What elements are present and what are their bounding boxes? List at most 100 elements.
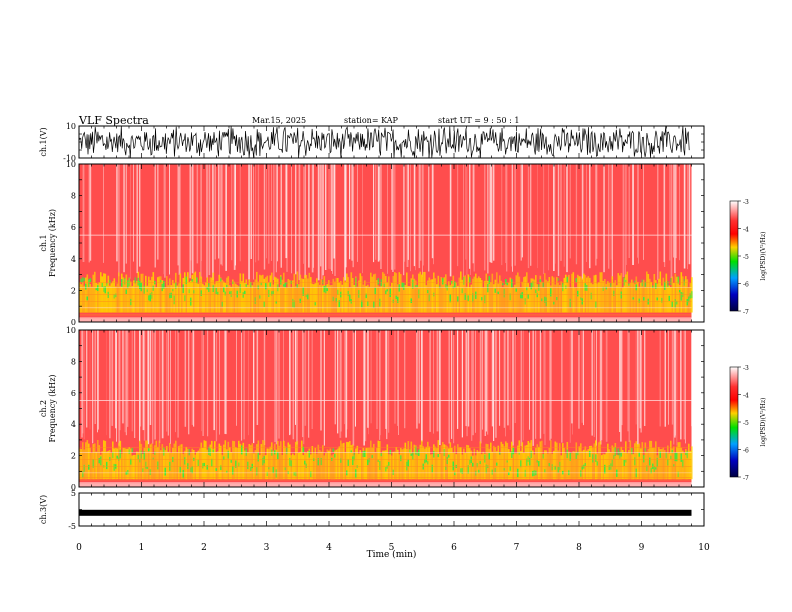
spectrogram-ch1-band bbox=[686, 279, 689, 313]
spectrogram-ch2-band-green bbox=[650, 467, 653, 474]
spectrogram-ch2-band-green bbox=[446, 456, 449, 464]
spectrogram-ch2-band-green bbox=[512, 448, 515, 455]
spectrogram-ch1-band-green bbox=[428, 293, 431, 302]
spectrogram-ch2-streak bbox=[161, 330, 164, 439]
spectrogram-ch1-band-green bbox=[208, 283, 210, 292]
y-tick-label: 10 bbox=[66, 122, 76, 131]
spectrogram-ch2-band bbox=[371, 447, 374, 480]
spectrogram-ch1-streak bbox=[466, 164, 468, 275]
spectrogram-ch2-band bbox=[412, 455, 414, 480]
spectrogram-ch2-band-green bbox=[295, 471, 297, 477]
spectrogram-ch1-band-green bbox=[377, 278, 380, 285]
spectrogram-ch2-band bbox=[308, 448, 311, 480]
spectrogram-ch1-band bbox=[293, 273, 296, 313]
spectrogram-ch2-streak bbox=[159, 330, 161, 443]
spectrogram-ch1-band bbox=[652, 287, 654, 313]
spectrogram-ch1-streak bbox=[200, 164, 202, 279]
spectrogram-ch2-band bbox=[253, 453, 255, 480]
spectrogram-ch1-band-green bbox=[401, 282, 404, 288]
spectrogram-ch2-band bbox=[200, 442, 203, 480]
spectrogram-ch1-band bbox=[613, 282, 615, 313]
spectrogram-ch2-band bbox=[578, 446, 581, 480]
spectrogram-ch1-band bbox=[647, 274, 650, 313]
spectrogram-ch1-band bbox=[617, 273, 620, 313]
spectrogram-ch2-band bbox=[236, 448, 239, 480]
spectrogram-ch1-band-green bbox=[395, 295, 398, 299]
spectrogram-ch1-band-green bbox=[182, 284, 185, 294]
spectrogram-ch1-lowstrip bbox=[79, 318, 692, 322]
spectrogram-ch2-band bbox=[445, 445, 447, 480]
spectrogram-ch1-band bbox=[310, 277, 312, 313]
spectrogram-ch1-streak bbox=[273, 164, 275, 280]
spectrogram-ch1-band bbox=[460, 271, 462, 313]
spectrogram-ch2-streak bbox=[275, 330, 278, 445]
y-tick-label: 2 bbox=[71, 452, 76, 461]
spectrogram-ch2-band-green bbox=[686, 450, 689, 459]
spectrogram-ch1-band-green bbox=[367, 301, 369, 306]
spectrogram-ch1-band-green bbox=[398, 284, 401, 292]
spectrogram-ch2-band-green bbox=[377, 459, 380, 462]
spectrogram-ch1-band bbox=[322, 285, 324, 313]
spectrogram-ch2-band-green bbox=[389, 450, 392, 455]
spectrogram-ch1-streak bbox=[139, 164, 141, 267]
spectrogram-ch1-band bbox=[121, 273, 123, 313]
spectrogram-ch1-band bbox=[328, 280, 330, 313]
spectrogram-ch1-band bbox=[673, 283, 675, 313]
spectrogram-ch1-band bbox=[500, 280, 503, 313]
spectrogram-ch2-band-green bbox=[290, 460, 293, 468]
spectrogram-ch2-streak bbox=[236, 330, 237, 426]
spectrogram-ch1-band bbox=[272, 284, 275, 313]
spectrogram-ch1-band bbox=[560, 281, 563, 313]
spectrogram-ch2-band bbox=[379, 441, 381, 480]
spectrogram-ch1-streak bbox=[351, 164, 353, 261]
spectrogram-ch2-streak bbox=[550, 330, 552, 439]
spectrogram-ch1-panel: 0 2 4 6 8 10 ch.1 Frequency (kHz) bbox=[39, 160, 705, 327]
spectrogram-ch2-band bbox=[392, 451, 395, 480]
spectrogram-ch1-band bbox=[95, 283, 98, 313]
spectrogram-ch1-band bbox=[454, 287, 456, 313]
spectrogram-ch2-streak bbox=[529, 330, 530, 430]
spectrogram-ch1-band bbox=[128, 277, 131, 313]
spectrogram-ch2-streak bbox=[520, 330, 523, 447]
spectrogram-ch2-streak bbox=[111, 330, 114, 426]
spectrogram-ch2-streak bbox=[448, 330, 450, 444]
spectrogram-ch1-band bbox=[604, 279, 606, 313]
spectrogram-ch2-streak bbox=[572, 330, 573, 435]
spectrogram-ch1-band-green bbox=[103, 286, 105, 292]
spectrogram-ch1-streak bbox=[352, 164, 354, 268]
spectrogram-ch1-streak bbox=[328, 164, 330, 269]
y-tick-label: 10 bbox=[66, 160, 76, 169]
spectrogram-ch2-streak bbox=[134, 330, 136, 438]
spectrogram-ch1-band-green bbox=[302, 287, 305, 296]
spectrogram-ch1-band bbox=[439, 286, 441, 313]
spectrogram-ch2-band-green bbox=[127, 470, 129, 475]
spectrogram-ch2-band bbox=[482, 451, 485, 480]
spectrogram-ch2-streak bbox=[370, 330, 372, 424]
spectrogram-ch2-band bbox=[136, 451, 138, 480]
spectrogram-ch2-band bbox=[140, 443, 143, 480]
spectrogram-ch2-streak bbox=[659, 330, 661, 427]
spectrogram-ch1-band bbox=[431, 279, 434, 313]
y-tick-label: -10 bbox=[63, 154, 76, 163]
spectrogram-ch1-streak bbox=[674, 164, 676, 274]
spectrogram-ch1-streak bbox=[557, 164, 560, 276]
spectrogram-ch1-streak bbox=[103, 164, 104, 263]
spectrogram-ch1-band-green bbox=[505, 279, 507, 284]
spectrogram-ch1-band-green bbox=[296, 284, 299, 288]
spectrogram-ch1-band bbox=[662, 277, 665, 313]
spectrogram-ch1-band-green bbox=[575, 278, 578, 283]
spectrogram-ch2-band bbox=[307, 451, 309, 480]
spectrogram-ch1-band bbox=[137, 271, 140, 313]
spectrogram-ch1-band bbox=[599, 272, 602, 313]
spectrogram-ch1-band bbox=[334, 281, 336, 313]
spectrogram-ch2-band-green bbox=[595, 454, 597, 462]
spectrogram-ch2-band-green bbox=[643, 454, 645, 463]
spectrogram-ch1-band bbox=[254, 279, 257, 313]
spectrogram-ch2-band bbox=[514, 453, 516, 480]
spectrogram-ch1-band-green bbox=[454, 281, 456, 288]
x-tick-label: 4 bbox=[326, 543, 332, 553]
spectrogram-ch1-band bbox=[220, 277, 222, 313]
spectrogram-ch1-streak bbox=[377, 164, 380, 262]
spectrogram-ch1-streak bbox=[154, 164, 156, 268]
spectrogram-ch1-band bbox=[368, 286, 371, 313]
